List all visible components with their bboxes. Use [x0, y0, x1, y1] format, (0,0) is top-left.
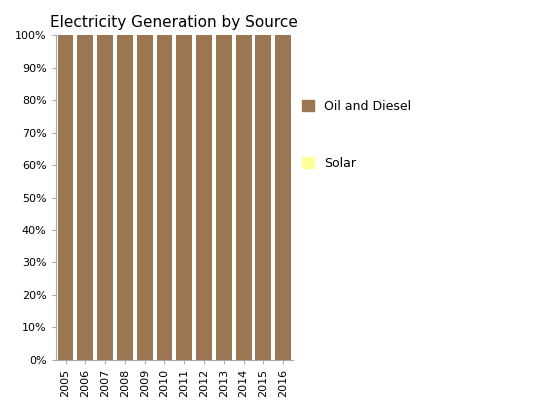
Bar: [77, 35, 93, 360]
Bar: [255, 35, 271, 360]
Bar: [137, 35, 153, 360]
Legend: Oil and Diesel, Solar: Oil and Diesel, Solar: [302, 100, 411, 170]
Bar: [156, 35, 172, 360]
Bar: [196, 35, 212, 360]
Bar: [58, 35, 74, 360]
Bar: [176, 35, 192, 360]
Bar: [275, 35, 291, 360]
Bar: [97, 35, 113, 360]
Bar: [216, 35, 232, 360]
Title: Electricity Generation by Source: Electricity Generation by Source: [51, 15, 298, 30]
Bar: [117, 35, 133, 360]
Bar: [236, 35, 251, 360]
